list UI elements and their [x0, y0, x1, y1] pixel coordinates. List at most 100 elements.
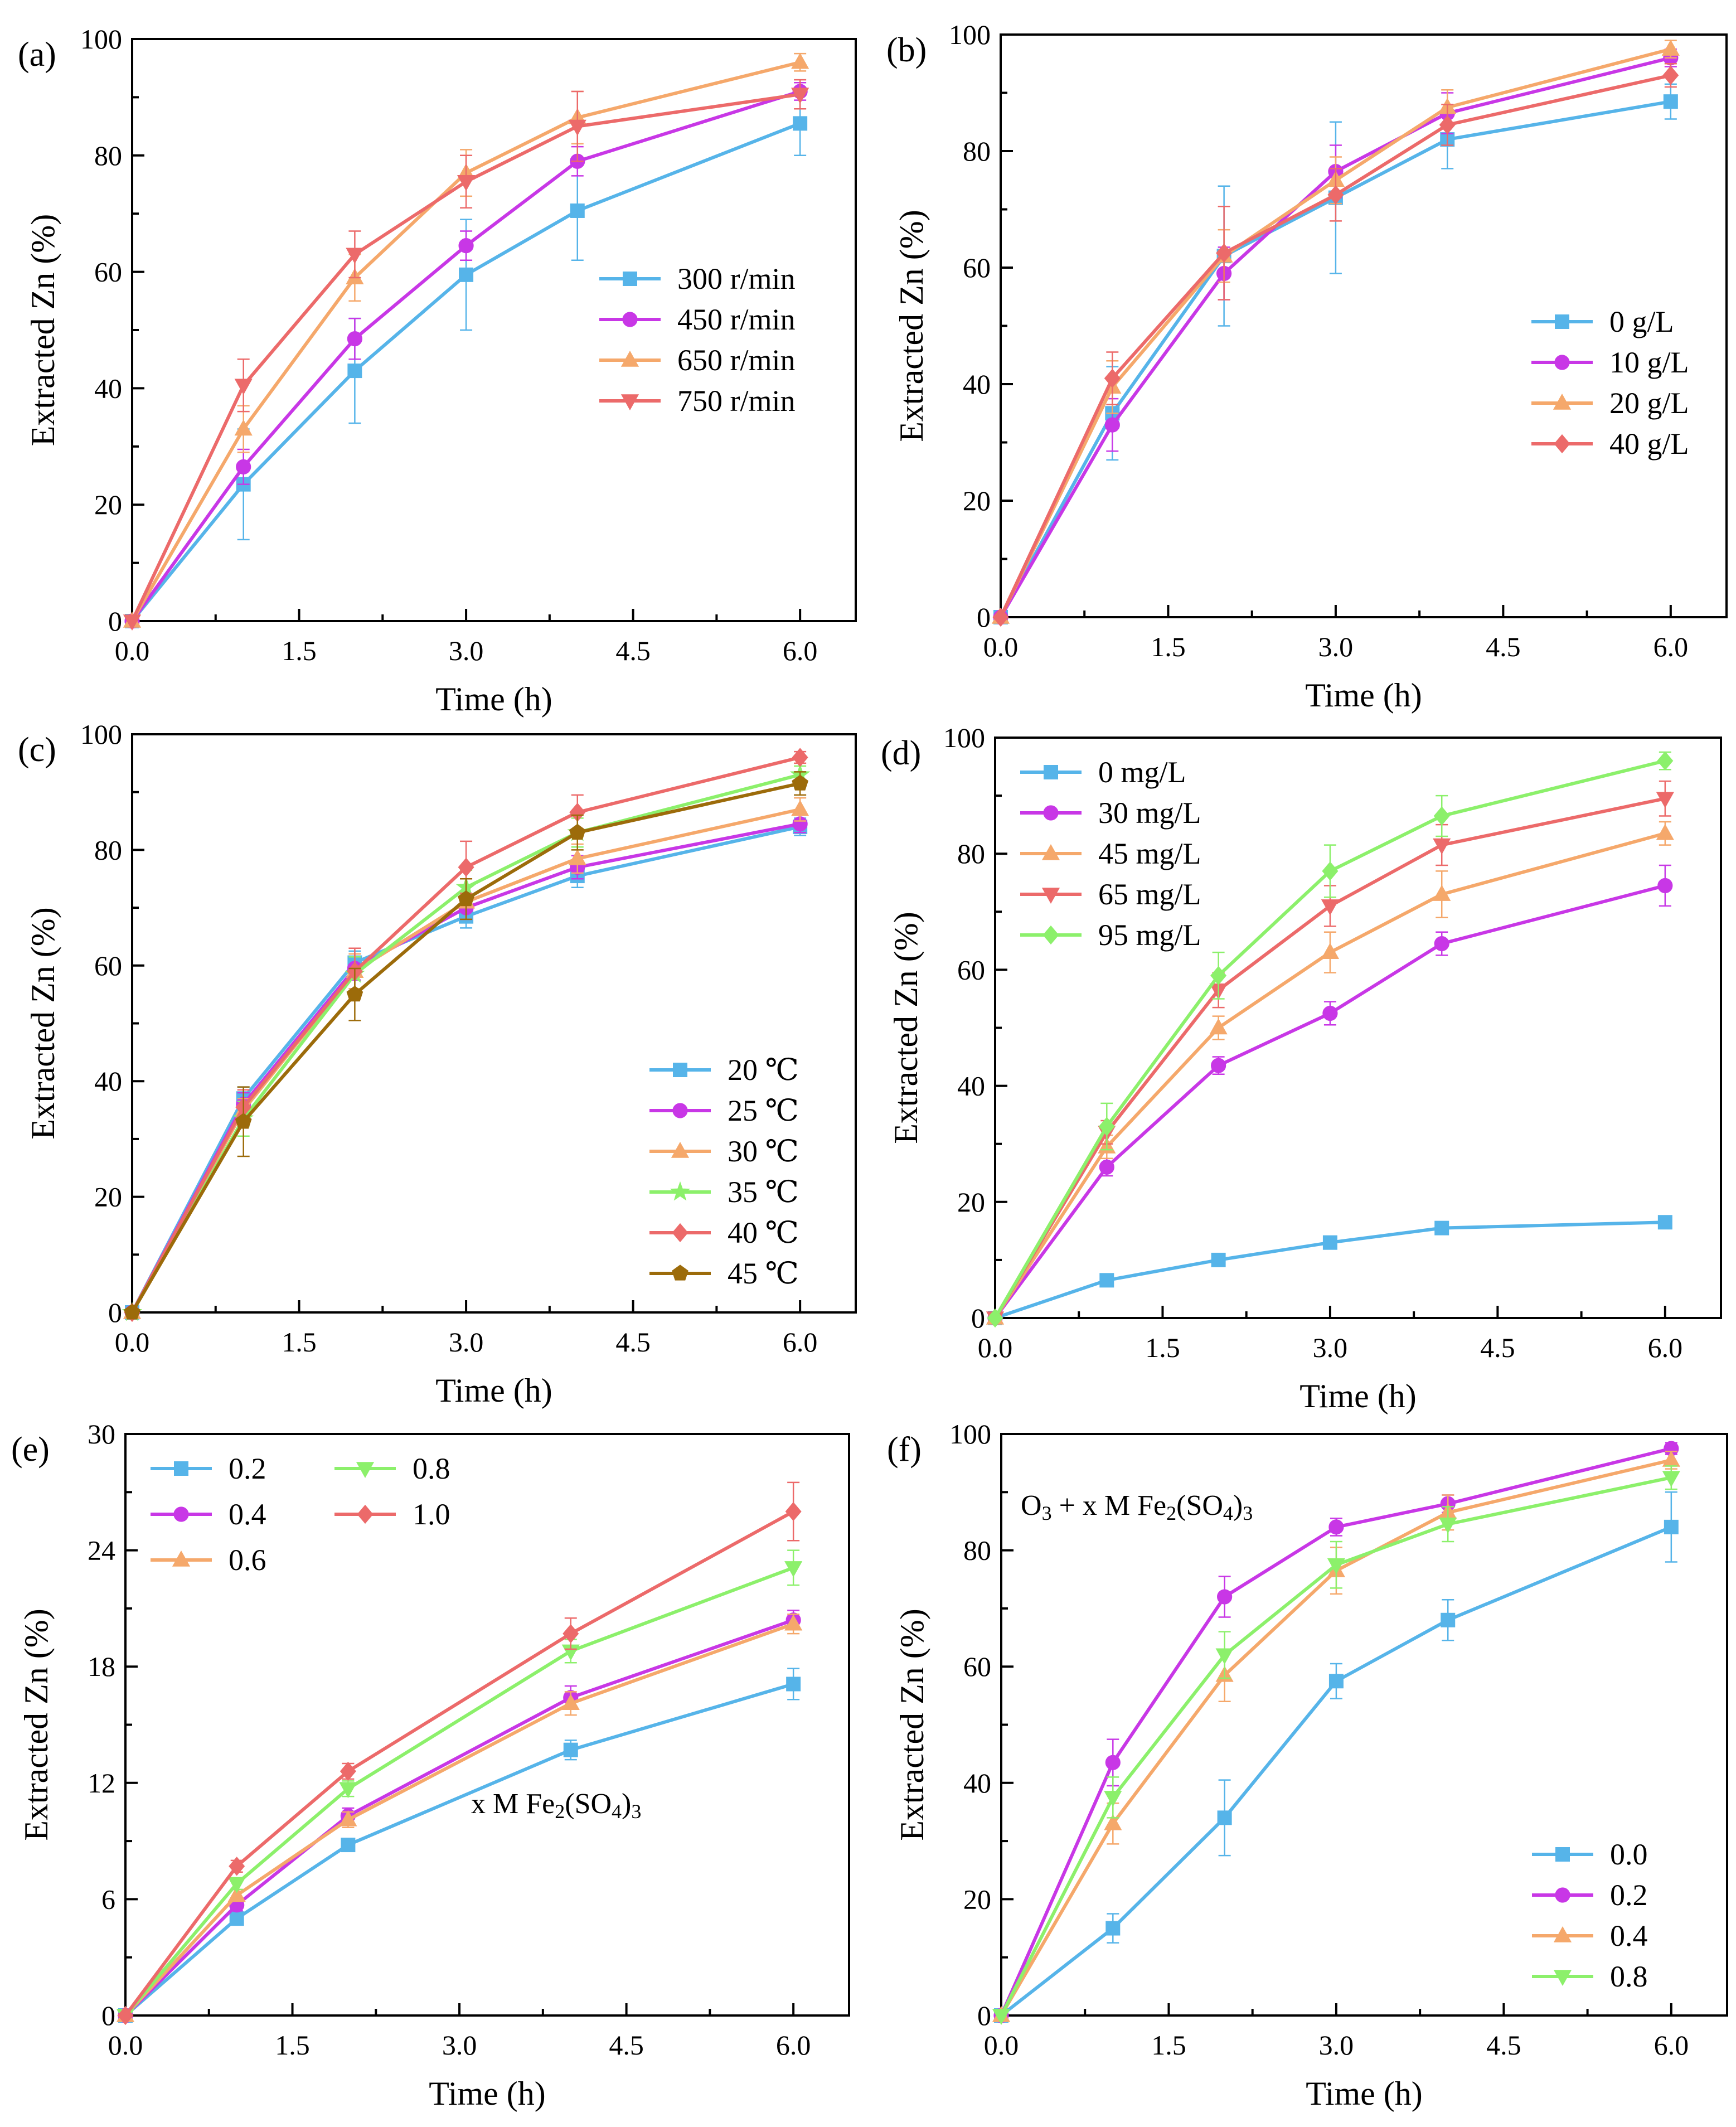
x-tick-label: 6.0: [783, 635, 818, 666]
data-point: [346, 986, 363, 1002]
data-point: [459, 267, 474, 282]
legend-marker: [671, 1141, 690, 1158]
legend: 0.2 0.4 0.6 0.8 1.0: [151, 1452, 450, 1577]
series-0.6: [116, 1614, 803, 2022]
y-axis-title: Extracted Zn (%): [894, 1608, 930, 1840]
series-95 mg/L: [987, 751, 1674, 1328]
data-point: [785, 1501, 802, 1522]
data-point: [347, 331, 362, 347]
legend-label: 30 mg/L: [1098, 796, 1201, 830]
series-line: [999, 100, 1671, 618]
series-1.0: [117, 1481, 802, 2026]
y-tick-label: 100: [80, 719, 122, 750]
legend-label: 650 r/min: [677, 343, 796, 377]
annotation-text: (SO: [1176, 1490, 1223, 1522]
data-point: [1656, 792, 1674, 808]
series-750 r/min: [123, 79, 809, 631]
series-line: [995, 1220, 1665, 1320]
data-point: [1098, 1117, 1115, 1136]
annotation-subscript: 4: [1223, 1502, 1233, 1524]
series-40 ℃: [124, 748, 808, 1322]
series-line: [999, 47, 1671, 618]
legend-label: 35 ℃: [728, 1175, 799, 1209]
x-tick-label: 1.5: [282, 1326, 317, 1358]
data-point: [1657, 751, 1674, 771]
y-tick-label: 20: [963, 485, 991, 516]
legend-marker: [622, 312, 638, 327]
chart-panel-2: 0.0 1.5 3.0 4.5 6.0 0 20 40 60 80 100 Time (h) Extra…: [18, 719, 857, 1409]
data-point: [1656, 823, 1674, 840]
legend-label: 0.8: [413, 1452, 450, 1485]
y-tick-label: 80: [957, 838, 985, 869]
data-point: [1216, 243, 1233, 263]
series-line: [993, 797, 1666, 1319]
y-tick-label: 80: [94, 140, 122, 171]
legend-label: 0.2: [229, 1452, 266, 1485]
data-point: [568, 119, 586, 136]
annotation-text: x M Fe: [471, 1788, 555, 1820]
data-point: [1433, 806, 1450, 826]
y-tick-label: 0: [108, 605, 122, 637]
data-point: [1663, 94, 1678, 109]
series-0.8: [116, 1549, 803, 2026]
data-point: [1434, 936, 1449, 952]
legend-marker: [1041, 844, 1060, 860]
data-point: [786, 1677, 801, 1692]
data-point: [1664, 1519, 1679, 1534]
data-point: [457, 175, 476, 191]
y-tick-label: 6: [101, 1883, 115, 1915]
x-tick-label: 4.5: [615, 635, 651, 666]
data-point: [340, 1761, 356, 1781]
x-tick-label: 0.0: [108, 2029, 143, 2061]
data-point: [227, 1877, 246, 1893]
data-point: [123, 614, 142, 631]
chart-panel-5: 0.0 1.5 3.0 4.5 6.0 0 20 40 60 80 100 Time (h) Extra…: [887, 1418, 1728, 2112]
legend-marker: [1042, 925, 1059, 945]
x-tick-label: 0.0: [978, 1332, 1013, 1363]
legend-marker: [357, 1504, 374, 1524]
x-tick-label: 3.0: [1313, 1332, 1348, 1363]
annotation-subscript: 2: [555, 1800, 565, 1823]
annotation-text: (SO: [565, 1788, 612, 1820]
y-tick-label: 20: [957, 1186, 985, 1218]
legend-marker: [1044, 765, 1058, 779]
y-axis-title: Extracted Zn (%): [18, 1608, 55, 1840]
legend-marker: [174, 1461, 188, 1476]
y-tick-label: 0: [977, 2000, 991, 2031]
data-point: [791, 800, 809, 816]
data-point: [1327, 1558, 1346, 1574]
data-point: [124, 1304, 140, 1320]
y-axis-title: Extracted Zn (%): [888, 912, 924, 1144]
series-0.0: [994, 1491, 1679, 2023]
data-point: [117, 2005, 134, 2026]
data-point: [1327, 185, 1344, 205]
series-line: [1000, 1447, 1672, 2017]
x-tick-label: 0.0: [115, 635, 150, 666]
legend-marker: [173, 1506, 189, 1522]
series-0 mg/L: [988, 1215, 1672, 1325]
legend-label: 10 g/L: [1609, 346, 1689, 379]
data-point: [992, 607, 1009, 627]
data-point: [570, 203, 585, 218]
annotation-text: + x M Fe: [1052, 1490, 1167, 1522]
series-0.8: [992, 1465, 1680, 2026]
legend-label: 20 g/L: [1609, 386, 1689, 420]
panel-label: (e): [11, 1431, 50, 1469]
data-point: [1104, 1791, 1122, 1807]
data-point: [1104, 369, 1121, 388]
series-line: [130, 93, 801, 622]
x-tick-label: 1.5: [275, 2029, 310, 2061]
data-point: [347, 364, 362, 379]
data-point: [1661, 40, 1680, 56]
y-tick-label: 80: [963, 135, 991, 167]
data-point: [1439, 1517, 1457, 1534]
legend-marker: [1553, 1970, 1572, 1987]
data-point: [1322, 1005, 1338, 1021]
annotation-subscript: 2: [1166, 1502, 1176, 1524]
chart-panel-0: 0.0 1.5 3.0 4.5 6.0 0 20 40 60 80 100 Time (h) Extra…: [18, 23, 857, 718]
panel-label: (b): [886, 31, 927, 69]
data-point: [1322, 1235, 1337, 1250]
data-point: [562, 1624, 579, 1644]
